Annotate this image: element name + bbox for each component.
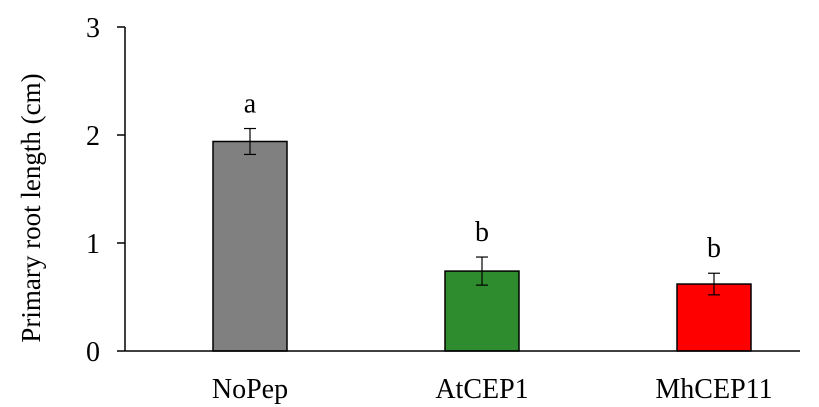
category-label-mhcep11: MhCEP11 [655,374,772,405]
y-tick-label: 0 [86,337,100,368]
y-axis-title: Primary root length (cm) [16,73,46,342]
significance-letter: b [475,217,489,248]
category-label-nopep: NoPep [212,374,288,405]
x-axis: NoPep AtCEP1 MhCEP11 [125,350,800,405]
bars: a b b [212,89,752,352]
significance-letter: a [244,89,257,120]
y-tick-label: 1 [86,229,100,260]
y-axis: 0 1 2 3 [86,13,126,368]
bar-nopep [212,140,288,352]
y-tick-label: 3 [86,13,100,44]
y-tick-label: 2 [86,121,100,152]
category-label-atcep1: AtCEP1 [435,374,528,405]
significance-letter: b [707,233,721,264]
